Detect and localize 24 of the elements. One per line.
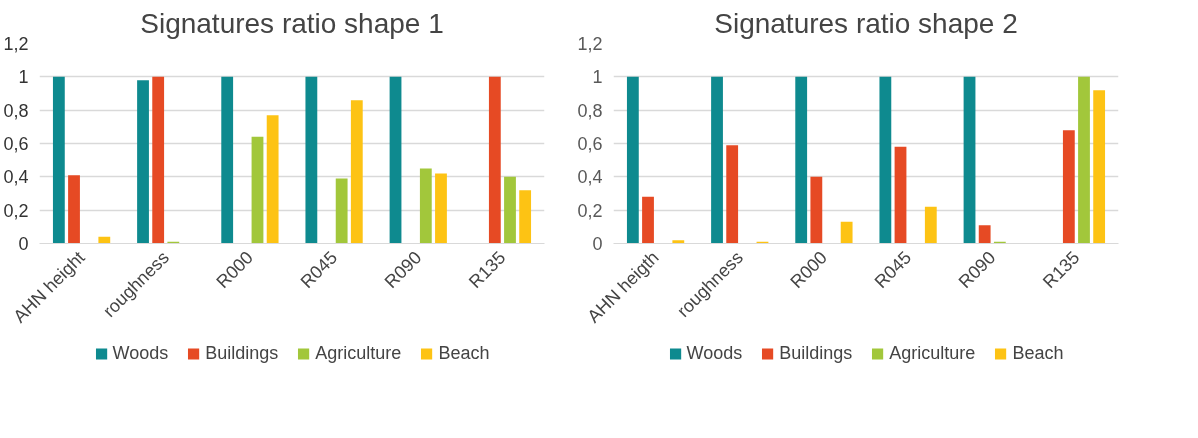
legend-label: Beach	[1012, 342, 1064, 364]
y-tick-label: 0,8	[3, 100, 29, 121]
legend-label: Buildings	[205, 342, 279, 364]
legend-label: Woods	[112, 342, 169, 364]
legend-label: Woods	[686, 342, 743, 364]
y-tick-label: 1,2	[3, 34, 29, 54]
y-tick-label: 0,2	[3, 200, 29, 221]
y-tick-label: 0,4	[577, 167, 603, 188]
y-tick-label: 0	[18, 234, 29, 254]
legend-label: Agriculture	[315, 342, 402, 364]
y-tick-label: 0	[592, 234, 603, 254]
chart-title: Signatures ratio shape 2	[714, 7, 1018, 39]
y-tick-label: 1,2	[577, 34, 603, 54]
chart-title: Signatures ratio shape 1	[140, 7, 444, 39]
y-tick-label: 1	[592, 67, 603, 88]
y-tick-label: 0,6	[577, 134, 603, 154]
y-tick-label: 1	[18, 67, 29, 88]
y-tick-label: 0,8	[577, 100, 603, 121]
legend-label: Buildings	[779, 342, 853, 364]
legend-label: Agriculture	[889, 342, 976, 364]
y-tick-label: 0,6	[3, 134, 29, 154]
y-tick-label: 0,4	[3, 167, 29, 188]
y-tick-label: 0,2	[577, 200, 603, 221]
legend-label: Beach	[438, 342, 490, 364]
